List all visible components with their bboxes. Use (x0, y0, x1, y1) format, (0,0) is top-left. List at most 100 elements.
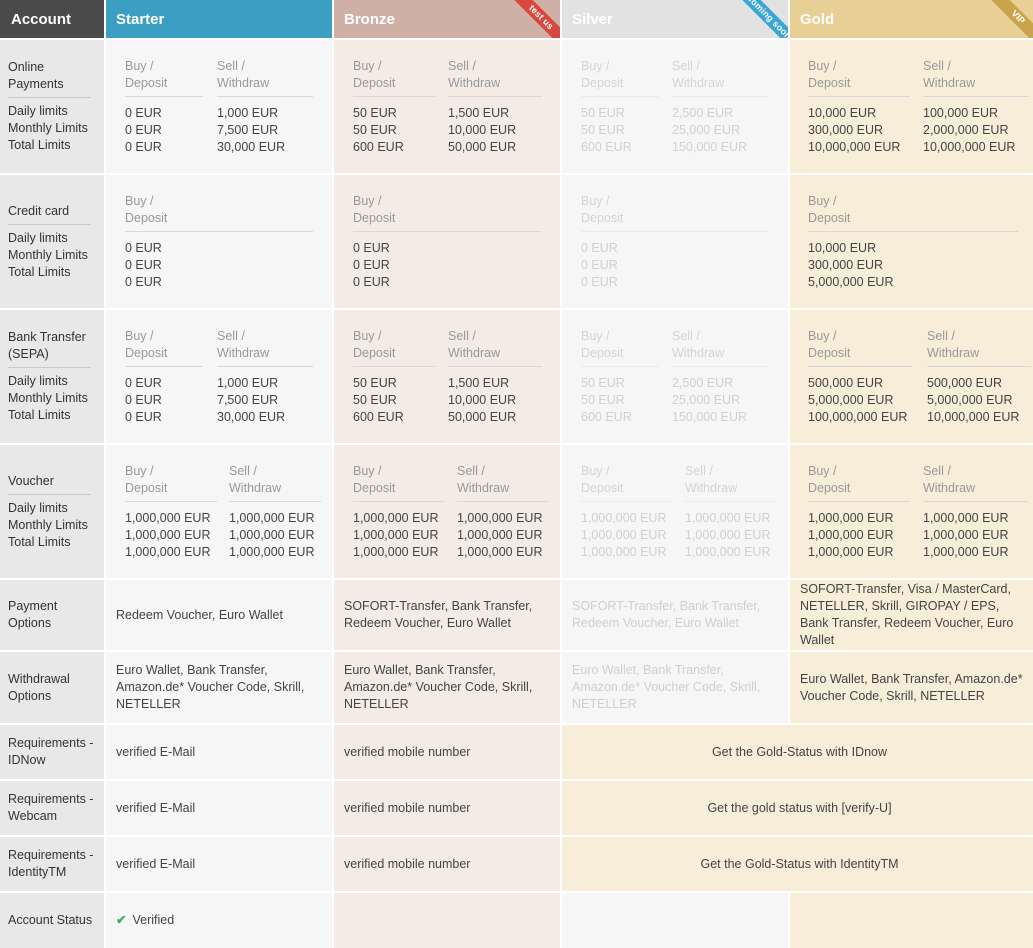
buy-label: Buy / (581, 329, 610, 343)
payment-options-silver: SOFORT-Transfer, Bank Transfer, Redeem V… (562, 580, 788, 650)
value: 1,000,000 EUR (685, 528, 771, 542)
status-text: Verified (132, 913, 175, 927)
value: 1,000,000 EUR (125, 511, 211, 525)
row-label-withdrawal-options: Withdrawal Options (0, 652, 104, 723)
header-silver-label: Silver (572, 10, 613, 28)
deposit-label: Deposit (808, 481, 851, 495)
req-identity-gold[interactable]: Get the Gold-Status with IdentityTM (562, 837, 1033, 891)
value: 500,000 EUR (808, 376, 884, 390)
header-starter[interactable]: Starter (106, 0, 332, 38)
sell-col: Sell / Withdraw 1,000,000 EUR 1,000,000 E… (229, 463, 321, 561)
buy-col: Buy / Deposit 0 EUR 0 EUR 0 EUR (125, 58, 203, 156)
buy-label: Buy / (125, 194, 154, 208)
cell-text: SOFORT-Transfer, Bank Transfer, Redeem V… (344, 599, 533, 630)
ribbon-test-us: test us (505, 0, 560, 38)
row-label-req-webcam: Requirements - Webcam (0, 781, 104, 835)
withdraw-label: Withdraw (457, 481, 510, 495)
sell-col: Sell / Withdraw 1,000,000 EUR 1,000,000 E… (685, 463, 777, 561)
value: 1,000,000 EUR (353, 545, 439, 559)
value: 1,000,000 EUR (923, 528, 1009, 542)
value: 1,000,000 EUR (685, 545, 771, 559)
withdraw-label: Withdraw (229, 481, 282, 495)
deposit-label: Deposit (125, 481, 168, 495)
sell-label: Sell / (229, 464, 257, 478)
row-title: Credit card (8, 203, 91, 225)
sell-label: Sell / (923, 464, 951, 478)
value: 2,000,000 EUR (923, 123, 1009, 137)
voucher-silver: Buy / Deposit 1,000,000 EUR 1,000,000 EUR… (562, 445, 788, 578)
deposit-label: Deposit (808, 76, 851, 90)
buy-col: Buy / Deposit 0 EUR 0 EUR 0 EUR (353, 193, 541, 291)
row-title: Account Status (8, 913, 93, 927)
req-webcam-starter: verified E-Mail (106, 781, 332, 835)
header-gold[interactable]: Gold VIP (790, 0, 1033, 38)
value: 5,000,000 EUR (927, 393, 1013, 407)
value: 1,000,000 EUR (808, 545, 894, 559)
status-silver (562, 893, 788, 948)
value: 1,000,000 EUR (923, 511, 1009, 525)
monthly-label: Monthly Limits (8, 247, 88, 262)
value: 300,000 EUR (808, 258, 884, 272)
value: 0 EUR (581, 258, 618, 272)
value: 0 EUR (125, 123, 162, 137)
withdraw-label: Withdraw (923, 481, 976, 495)
value: 0 EUR (125, 275, 162, 289)
value: 50,000 EUR (448, 140, 517, 154)
row-title: Requirements - Webcam (8, 792, 94, 823)
withdraw-label: Withdraw (672, 76, 725, 90)
sell-label: Sell / (672, 59, 700, 73)
online-starter: Buy / Deposit 0 EUR 0 EUR 0 EUR Sell / Wit… (106, 40, 332, 173)
buy-col: Buy / Deposit 10,000 EUR 300,000 EUR 10,0… (808, 58, 910, 156)
value: 1,000 EUR (217, 376, 279, 390)
value: 25,000 EUR (672, 123, 741, 137)
sell-col: Sell / Withdraw 2,500 EUR 25,000 EUR 150,… (672, 58, 768, 156)
buy-col: Buy / Deposit 0 EUR 0 EUR 0 EUR (125, 193, 313, 291)
value: 5,000,000 EUR (808, 275, 894, 289)
sell-label: Sell / (672, 329, 700, 343)
header-silver[interactable]: Silver coming soon (562, 0, 788, 38)
cell-text: Euro Wallet, Bank Transfer, Amazon.de* V… (572, 663, 761, 711)
req-webcam-gold[interactable]: Get the gold status with [verify-U] (562, 781, 1033, 835)
sell-label: Sell / (448, 329, 476, 343)
total-label: Total Limits (8, 408, 71, 422)
buy-col: Buy / Deposit 50 EUR 50 EUR 600 EUR (353, 328, 435, 426)
payment-options-bronze: SOFORT-Transfer, Bank Transfer, Redeem V… (334, 580, 560, 650)
value: 1,000,000 EUR (125, 528, 211, 542)
value: 1,000,000 EUR (685, 511, 771, 525)
withdraw-label: Withdraw (448, 346, 501, 360)
cell-text: Redeem Voucher, Euro Wallet (116, 607, 283, 622)
voucher-starter: Buy / Deposit 1,000,000 EUR 1,000,000 EUR… (106, 445, 332, 578)
online-bronze: Buy / Deposit 50 EUR 50 EUR 600 EUR Sell … (334, 40, 560, 173)
sell-col: Sell / Withdraw 1,000,000 EUR 1,000,000 E… (457, 463, 549, 561)
buy-label: Buy / (353, 329, 382, 343)
row-title: Payment Options (8, 599, 58, 630)
deposit-label: Deposit (353, 346, 396, 360)
buy-label: Buy / (125, 464, 154, 478)
req-idnow-gold[interactable]: Get the Gold-Status with IDnow (562, 725, 1033, 779)
credit-bronze: Buy / Deposit 0 EUR 0 EUR 0 EUR (334, 175, 560, 308)
value: 300,000 EUR (808, 123, 884, 137)
buy-col: Buy / Deposit 1,000,000 EUR 1,000,000 EUR… (808, 463, 910, 561)
value: 10,000 EUR (448, 393, 517, 407)
value: 25,000 EUR (672, 393, 741, 407)
deposit-label: Deposit (581, 76, 624, 90)
value: 0 EUR (581, 241, 618, 255)
daily-label: Daily limits (8, 104, 68, 118)
withdrawal-options-bronze: Euro Wallet, Bank Transfer, Amazon.de* V… (334, 652, 560, 723)
deposit-label: Deposit (581, 481, 624, 495)
buy-col: Buy / Deposit 1,000,000 EUR 1,000,000 EUR… (581, 463, 673, 561)
sell-label: Sell / (217, 59, 245, 73)
withdrawal-options-silver: Euro Wallet, Bank Transfer, Amazon.de* V… (562, 652, 788, 723)
check-icon: ✔ (116, 913, 127, 927)
deposit-label: Deposit (353, 211, 396, 225)
withdrawal-options-gold: Euro Wallet, Bank Transfer, Amazon.de* V… (790, 652, 1033, 723)
value: 150,000 EUR (672, 410, 748, 424)
value: 600 EUR (581, 410, 632, 424)
ribbon-coming-soon: coming soon (733, 0, 788, 38)
value: 1,000,000 EUR (457, 528, 543, 542)
value: 0 EUR (125, 393, 162, 407)
header-bronze[interactable]: Bronze test us (334, 0, 560, 38)
credit-silver: Buy / Deposit 0 EUR 0 EUR 0 EUR (562, 175, 788, 308)
row-label-req-identity: Requirements - IdentityTM (0, 837, 104, 891)
